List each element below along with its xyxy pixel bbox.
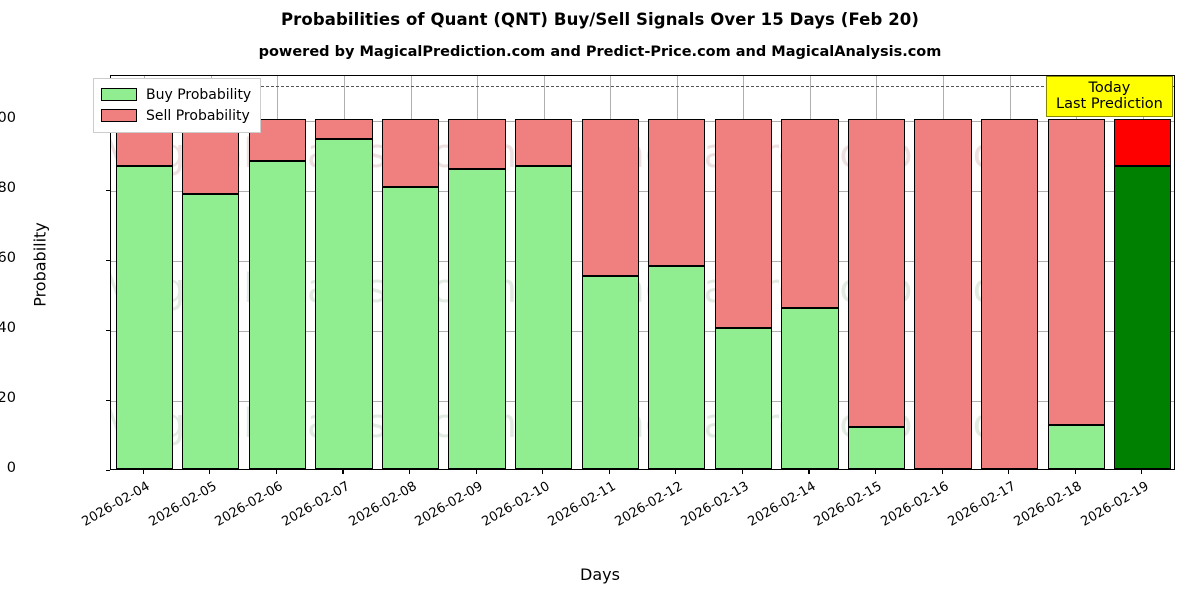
bar-segment-sell xyxy=(515,119,573,167)
bar-segment-buy xyxy=(781,307,839,469)
y-tick-mark xyxy=(106,329,110,331)
bar-segment-sell xyxy=(714,119,772,328)
x-tick-mark xyxy=(1008,470,1010,474)
bar-group xyxy=(781,76,839,469)
y-tick-mark xyxy=(106,189,110,191)
legend-item-sell: Sell Probability xyxy=(101,105,251,126)
gridline-y-60 xyxy=(111,261,1174,263)
bar-segment-sell xyxy=(1114,119,1172,166)
bar-segment-sell xyxy=(648,119,706,267)
bar-segment-sell xyxy=(448,119,506,170)
bar-segment-buy xyxy=(448,169,506,469)
bar-group xyxy=(182,76,240,469)
bar-segment-buy xyxy=(248,160,307,469)
x-tick-mark xyxy=(275,470,277,474)
x-tick-mark xyxy=(874,470,877,474)
bar-segment-buy xyxy=(581,276,639,469)
legend-swatch-buy-icon xyxy=(101,88,137,101)
legend-item-buy: Buy Probability xyxy=(101,84,251,105)
bar-segment-buy xyxy=(648,266,706,469)
y-tick-mark xyxy=(106,469,110,471)
chart-legend: Buy Probability Sell Probability xyxy=(93,78,262,133)
bar-group xyxy=(115,76,173,469)
bar-segment-sell xyxy=(781,119,839,308)
x-tick-mark xyxy=(808,470,810,474)
chart-title: Probabilities of Quant (QNT) Buy/Sell Si… xyxy=(280,10,920,29)
x-tick-mark xyxy=(142,470,144,474)
bar-group xyxy=(381,76,440,469)
bar-group xyxy=(448,76,506,469)
bar-group xyxy=(847,76,906,469)
x-tick-mark xyxy=(1141,470,1143,474)
bar-segment-buy xyxy=(1047,424,1105,469)
legend-label-buy: Buy Probability xyxy=(146,86,252,103)
x-tick-mark xyxy=(209,470,211,474)
bar-group xyxy=(648,76,706,469)
chart-subtitle: powered by MagicalPrediction.com and Pre… xyxy=(258,44,942,60)
plot-inner: MagicalAnalysis.comMagicalPrediction.com… xyxy=(111,76,1174,469)
legend-label-sell: Sell Probability xyxy=(146,107,250,124)
gridline-y-20 xyxy=(111,401,1174,403)
gridline-y-80 xyxy=(111,191,1174,193)
x-tick-mark xyxy=(1074,470,1076,474)
y-axis-label: Probability xyxy=(30,222,50,307)
y-tick-label: 60 xyxy=(0,250,16,267)
legend-swatch-sell-icon xyxy=(101,109,137,122)
bar-segment-sell xyxy=(315,119,373,140)
y-tick-label: 0 xyxy=(6,460,16,476)
bar-segment-sell xyxy=(1047,119,1105,425)
bar-segment-sell xyxy=(381,119,440,187)
bar-segment-buy xyxy=(515,166,573,469)
y-tick-label: 20 xyxy=(0,390,16,407)
bar-group xyxy=(980,76,1039,469)
bar-segment-buy xyxy=(1114,165,1172,469)
y-tick-mark xyxy=(106,399,110,401)
gridline-y-40 xyxy=(111,331,1174,333)
x-tick-mark xyxy=(741,470,743,474)
threshold-dashed-line xyxy=(111,86,1174,88)
x-tick-label: 2026-02-04 xyxy=(79,479,153,530)
bar-group xyxy=(515,76,573,469)
x-tick-mark xyxy=(608,470,610,474)
bar-group xyxy=(315,76,373,469)
bar-segment-sell xyxy=(914,119,972,469)
bar-segment-sell xyxy=(581,119,639,277)
bar-segment-buy xyxy=(714,327,772,469)
bar-segment-buy xyxy=(381,186,440,469)
bar-group xyxy=(914,76,972,469)
bar-segment-sell xyxy=(980,119,1039,469)
bar-group xyxy=(1047,76,1105,469)
bar-group xyxy=(1114,76,1172,469)
x-tick-mark xyxy=(542,470,544,474)
bar-group xyxy=(581,76,639,469)
bar-segment-buy xyxy=(847,427,906,469)
y-tick-label: 40 xyxy=(0,320,16,337)
x-tick-mark xyxy=(475,470,477,474)
y-tick-label: 80 xyxy=(0,180,16,197)
bar-group xyxy=(714,76,772,469)
bar-segment-buy xyxy=(315,139,373,469)
today-annotation: Today Last Prediction xyxy=(1046,76,1173,118)
bar-segment-buy xyxy=(182,194,240,469)
x-tick-mark xyxy=(409,470,411,474)
bar-group xyxy=(248,76,307,469)
plot-area: MagicalAnalysis.comMagicalPrediction.com… xyxy=(110,75,1175,470)
bar-segment-buy xyxy=(115,165,173,469)
y-tick-label: 100 xyxy=(0,110,16,127)
today-annotation-line2: Last Prediction xyxy=(1056,96,1163,113)
x-tick-mark xyxy=(675,470,677,474)
bar-segment-sell xyxy=(847,119,906,428)
x-tick-mark xyxy=(941,470,943,474)
y-tick-mark xyxy=(106,259,110,261)
x-tick-mark xyxy=(342,470,344,474)
today-annotation-line1: Today xyxy=(1088,80,1131,96)
gridline-y-100 xyxy=(111,121,1174,123)
x-axis-label: Days xyxy=(580,565,620,584)
